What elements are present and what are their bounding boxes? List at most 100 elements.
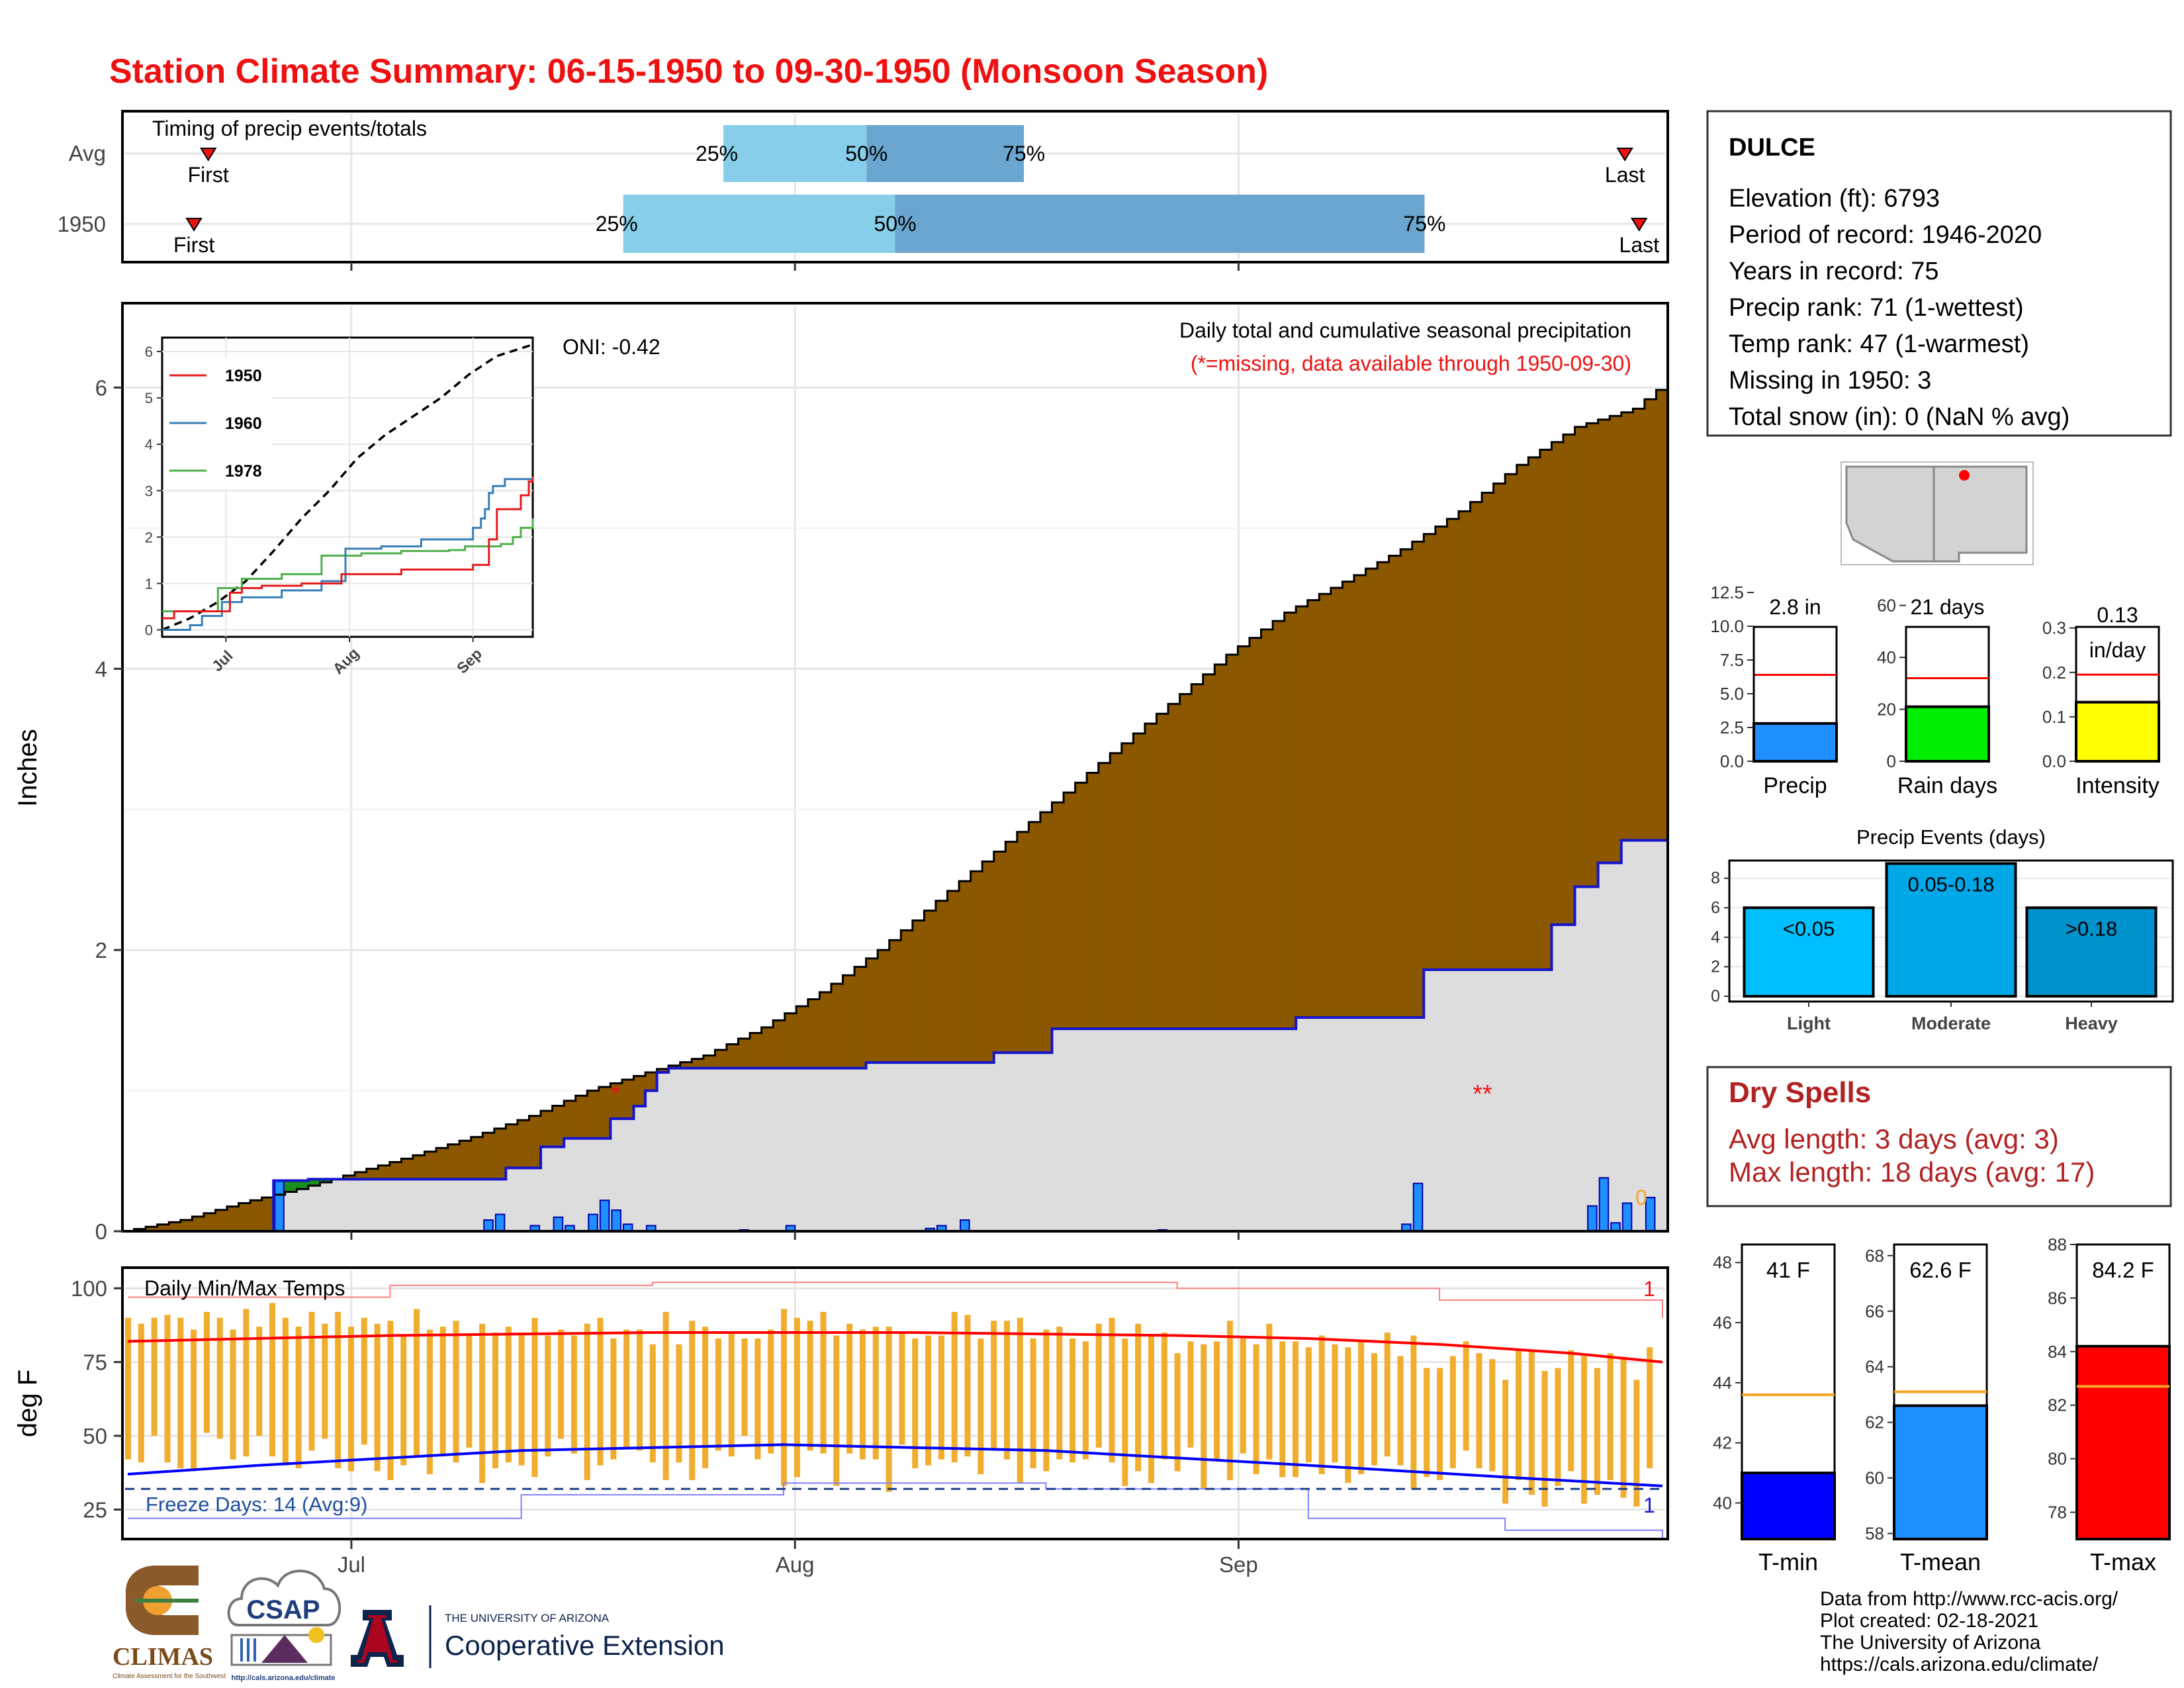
daily-temp-bar	[1620, 1359, 1627, 1498]
daily-temp-bar	[1371, 1353, 1377, 1466]
deficit-segment	[901, 930, 913, 1063]
events-bar	[1885, 862, 2017, 998]
temp-summary-ytick-label: 84	[2048, 1342, 2067, 1362]
daily-temp-bar	[414, 1309, 420, 1457]
deficit-segment	[1377, 562, 1390, 1018]
station-info-box: DULCE Elevation (ft): 6793 Period of rec…	[1706, 110, 2172, 437]
deficit-segment	[1064, 792, 1076, 1029]
deficit-segment	[1284, 612, 1297, 1029]
daily-temp-bar	[1187, 1341, 1194, 1448]
deficit-segment	[1249, 637, 1262, 1029]
daily-temp-bar	[899, 1333, 905, 1445]
station-temp-rank: Temp rank: 47 (1-warmest)	[1729, 330, 2029, 358]
daily-temp-bar	[1528, 1350, 1535, 1495]
deficit-segment	[924, 910, 936, 1063]
events-bar-label: 0.05-0.18	[1908, 872, 1995, 896]
daily-temp-bar	[1541, 1370, 1548, 1507]
events-category-label: Heavy	[2065, 1013, 2118, 1033]
timing-marker-last	[1616, 148, 1633, 162]
timing-bar-25-50	[623, 195, 895, 253]
daily-temp-bar	[951, 1311, 958, 1463]
daily-temp-bar	[426, 1329, 433, 1474]
deficit-segment	[657, 1068, 669, 1072]
daily-temp-bar	[295, 1327, 302, 1469]
climas-logo: CLIMAS Climate Assessment for the Southw…	[113, 1566, 226, 1680]
deficit-segment	[796, 1006, 809, 1068]
events-category-label: Moderate	[1911, 1013, 1991, 1033]
temp-summary-ytick-label: 42	[1713, 1433, 1732, 1453]
deficit-segment	[1214, 664, 1227, 1029]
daily-temp-bar	[1449, 1356, 1456, 1469]
deficit-segment	[1110, 753, 1122, 1029]
deficit-segment	[1482, 492, 1494, 970]
deficit-segment	[692, 1058, 704, 1068]
dry-spells-box: Dry Spells Avg length: 3 days (avg: 3) M…	[1706, 1066, 2172, 1207]
dry-box-frame	[1706, 1066, 2172, 1207]
station-box-frame	[1706, 110, 2172, 437]
temp-lines	[125, 1282, 1665, 1539]
daily-temp-bar	[597, 1317, 604, 1466]
daily-precip-bar	[274, 1180, 285, 1232]
summary-ytick-label: 0.1	[2042, 707, 2066, 727]
daily-temp-bar	[203, 1311, 210, 1433]
summary-ytick-label: 2.5	[1720, 718, 1744, 737]
season-summary-bars: 0.0 2.5 5.0 7.5 10.0 12.5 2.8 in Precip 0 20 40 60 2…	[1710, 583, 2160, 798]
temp-summary-value	[2075, 1344, 2171, 1541]
deficit-segment	[529, 1115, 541, 1168]
daily-temp-bar	[400, 1335, 407, 1466]
station-missing: Missing in 1950: 3	[1729, 367, 1931, 395]
temp-summary-ytick-label: 62	[1865, 1413, 1884, 1432]
deficit-segment	[1005, 841, 1018, 1053]
daily-temp-bar	[807, 1321, 813, 1451]
deficit-segment	[343, 1175, 355, 1180]
daily-temp-bar	[1332, 1344, 1338, 1463]
temp-summary-category: T-mean	[1900, 1548, 1981, 1575]
summary-bar-value	[2075, 700, 2160, 763]
daily-temp-bar	[1174, 1353, 1181, 1472]
summary-value-label: 0.13	[2097, 603, 2138, 627]
temp-summary-ytick-label: 82	[2048, 1395, 2067, 1415]
events-category-label: Light	[1787, 1013, 1831, 1033]
x-axis-tick-label: Sep	[1219, 1552, 1258, 1577]
deficit-segment	[1226, 655, 1239, 1029]
daily-temp-bar	[230, 1329, 236, 1460]
daily-temp-bar	[846, 1323, 853, 1454]
events-axis: 0 2 4 6 8 Light Moderate Heavy	[1711, 869, 2118, 1033]
daily-temp-bar	[1017, 1317, 1023, 1483]
deficit-segment	[1505, 474, 1518, 970]
deficit-segment	[215, 1209, 228, 1231]
daily-temp-bar	[702, 1327, 709, 1469]
deficit-segment	[1528, 457, 1541, 970]
summary-ytick-label: 20	[1877, 700, 1896, 720]
daily-temp-bar	[1122, 1338, 1128, 1486]
footer: CLIMAS Climate Assessment for the Southw…	[113, 1566, 2118, 1682]
daily-temp-bar	[492, 1333, 498, 1469]
deficit-segment	[1133, 733, 1146, 1029]
inset-legend-label: 1978	[225, 462, 262, 481]
daily-temp-bar	[1358, 1341, 1365, 1474]
events-ytick-label: 8	[1711, 869, 1720, 888]
deficit-segment	[947, 890, 960, 1063]
deficit-segment	[436, 1148, 449, 1180]
dry-spells-title: Dry Spells	[1729, 1076, 1871, 1109]
deficit-segment	[1028, 821, 1041, 1053]
deficit-segment	[1179, 694, 1192, 1029]
daily-temp-bar	[1345, 1347, 1351, 1483]
deficit-segment	[564, 1100, 576, 1139]
deficit-segment	[1087, 773, 1099, 1029]
station-years: Years in record: 75	[1729, 258, 1939, 285]
daily-precip-bar	[588, 1213, 598, 1232]
daily-temp-bar	[269, 1303, 276, 1457]
daily-temp-bar	[715, 1338, 721, 1451]
temp-summary-category: T-min	[1758, 1548, 1818, 1575]
record-low-count: 1	[1643, 1493, 1655, 1517]
temp-summary-ytick-label: 40	[1713, 1493, 1732, 1513]
precip-panel: 0 2 4 6 Inches Daily total and cumulative s…	[13, 302, 1669, 1244]
oni-value: ONI: -0.42	[563, 335, 660, 359]
daily-temp-bar	[689, 1321, 696, 1480]
daily-precip-bar	[611, 1209, 621, 1232]
daily-temp-bar	[387, 1321, 394, 1480]
deficit-segment	[192, 1216, 205, 1231]
daily-temp-bar	[1502, 1380, 1509, 1504]
